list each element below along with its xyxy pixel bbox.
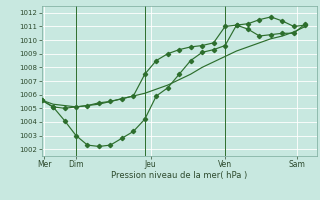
X-axis label: Pression niveau de la mer( hPa ): Pression niveau de la mer( hPa ) bbox=[111, 171, 247, 180]
